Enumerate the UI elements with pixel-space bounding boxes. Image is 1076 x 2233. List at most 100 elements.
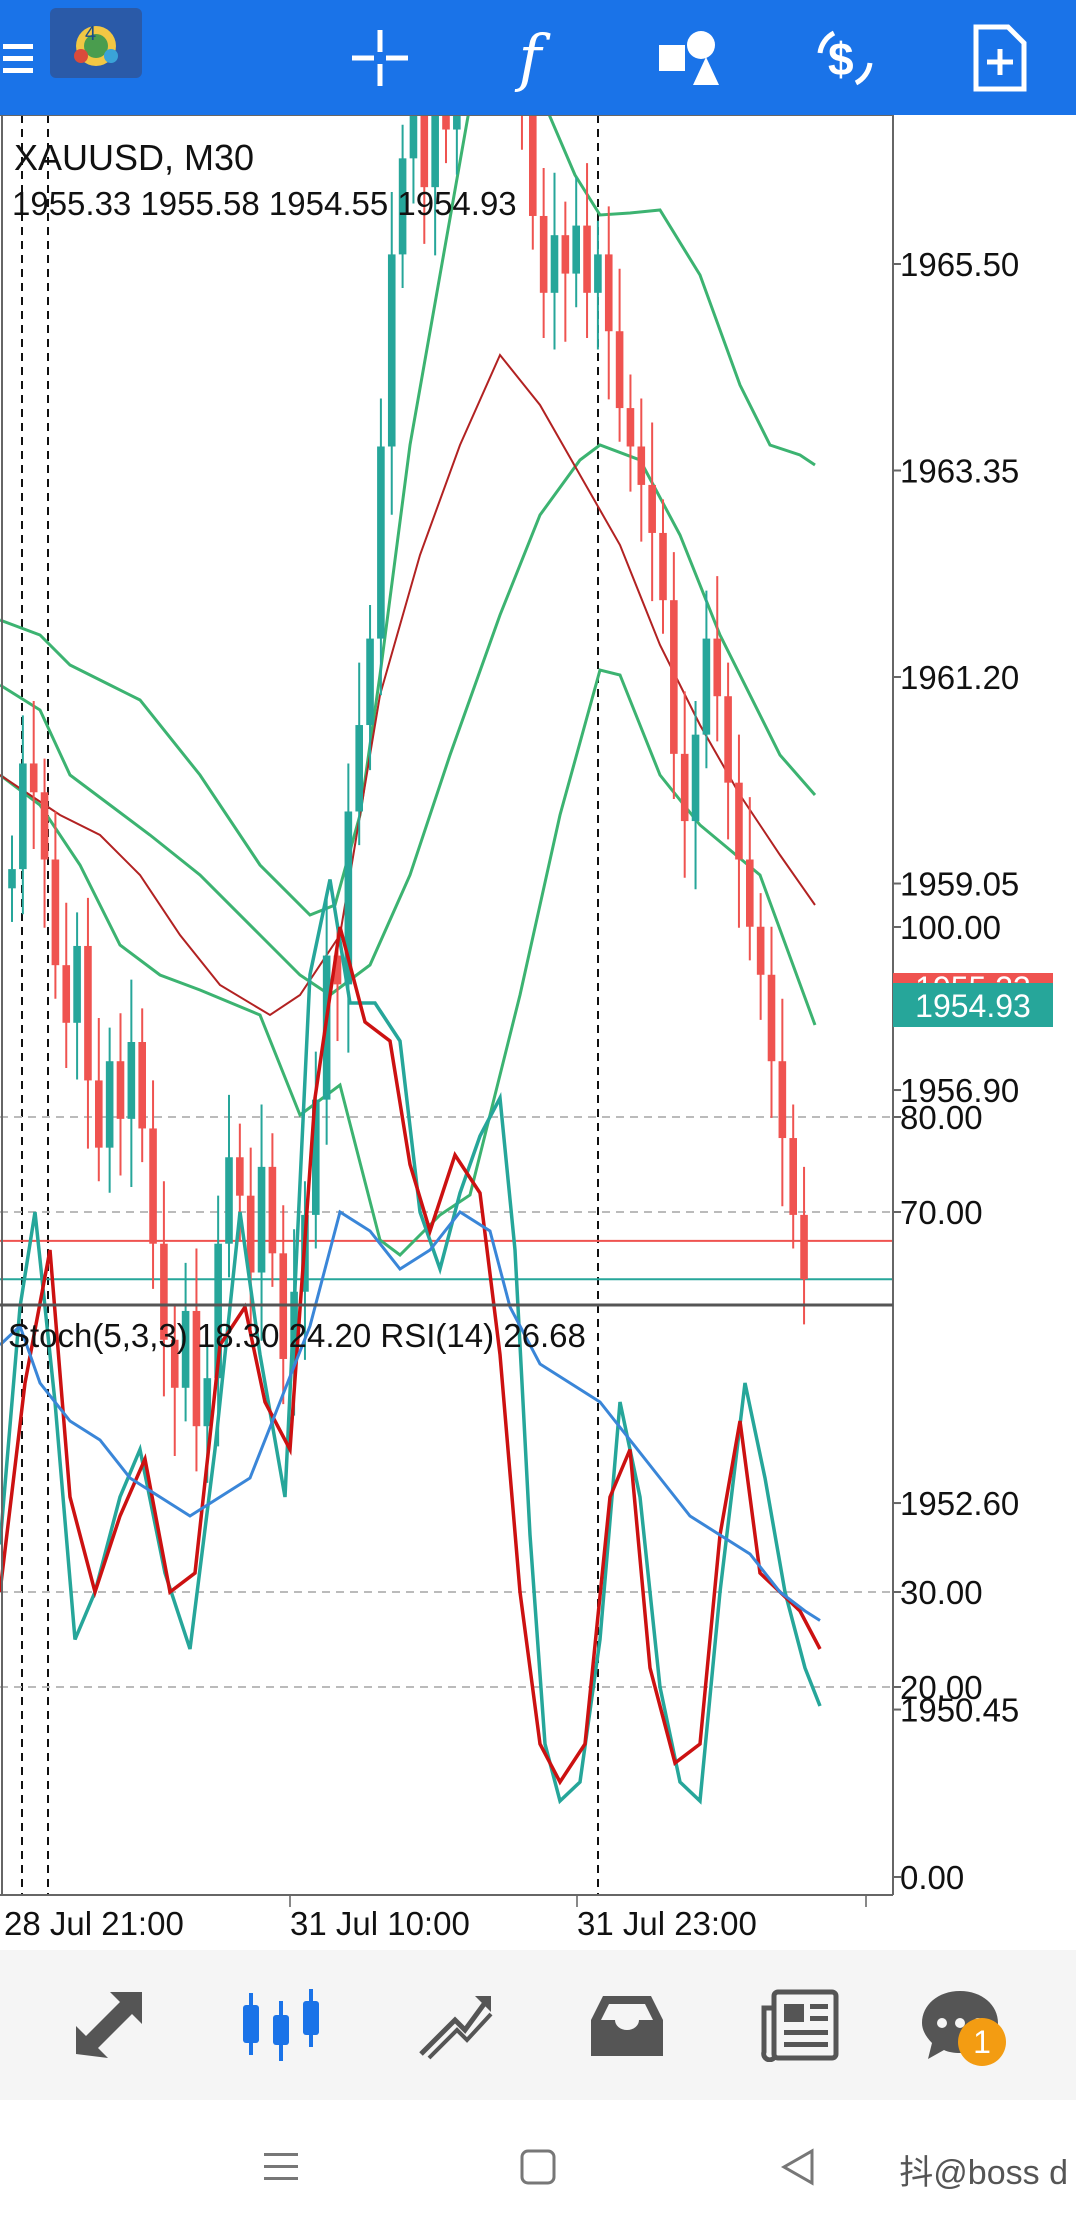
candle-body [659,532,667,601]
oscillator-axis-label: 30.00 [900,1574,983,1611]
chart-icon [243,1989,319,2061]
moving-average-line [0,353,816,1017]
candle-body [529,115,537,216]
history-icon [591,1996,663,2056]
bid-price-tag [893,983,1053,1027]
candle-body [615,331,624,409]
candle-body [355,725,363,812]
candle-body [409,115,418,159]
lower-band [0,668,817,1257]
oscillator-lines [0,879,822,1805]
candle-body [626,408,635,447]
price-axis-label: 1961.20 [900,659,1019,696]
candle-body [670,600,678,754]
chart-grid [0,115,893,1907]
nav-quotes[interactable] [40,1950,180,2100]
candle-body [116,1061,125,1119]
upper-band-left [0,115,470,917]
nav-news[interactable] [730,1950,870,2100]
candle-body [648,484,656,533]
candle-body [680,753,689,822]
price-chart[interactable]: XAUUSD, M30 1955.33 1955.58 1954.55 1954… [0,115,1076,1950]
candle-body [257,1166,266,1273]
home-button[interactable] [478,2100,598,2233]
candle-body [51,859,60,966]
time-axis-label: 31 Jul 23:00 [577,1905,757,1942]
back-button[interactable] [738,2100,858,2233]
candle-body [800,1214,808,1280]
candle-body [604,254,613,332]
candle-body [702,638,711,735]
recent-apps-icon [264,2152,298,2180]
candle-body [62,965,71,1023]
price-axis: 1974.101971.951969.801967.651965.501963.… [893,246,1019,1729]
candle-body [724,696,732,783]
candle-body [105,1061,114,1148]
candle-body [735,782,743,860]
candle-body [572,225,580,274]
candle-body [561,235,570,274]
price-axis-label: 1956.90 [900,1072,1019,1109]
middle-band [0,443,817,997]
candle-body [19,763,27,870]
candle-body [333,955,342,985]
time-axis-label: 31 Jul 10:00 [290,1905,470,1942]
oscillator-axis-label: 70.00 [900,1194,983,1231]
candle-body [366,638,374,726]
messages-badge: 1 [958,2018,1006,2066]
candle-body [756,926,765,975]
candle-body [181,1310,190,1388]
indicators-icon[interactable]: f [490,0,570,115]
menu-icon[interactable] [0,0,40,115]
candle-body [637,446,646,485]
candle-body [192,1310,201,1427]
top-toolbar: 4 f $ [0,0,1076,115]
candle-body [225,1157,233,1244]
nav-trade[interactable] [385,1950,525,2100]
indicator-label: Stoch(5,3,3) 18.30 24.20 RSI(14) 26.68 [8,1317,586,1354]
candle-body [431,115,439,188]
bottom-navigation: 1 [0,1950,1076,2100]
candle-body [344,811,353,985]
candle-body [398,158,407,255]
candle-body [420,115,429,188]
price-axis-label: 1959.05 [900,866,1019,903]
back-icon [780,2147,814,2186]
candle-body [149,1128,157,1244]
recent-apps-button[interactable] [222,2100,342,2233]
oscillator-axis-label: 80.00 [900,1099,983,1136]
candle-body [767,974,776,1062]
nav-history[interactable] [557,1950,697,2100]
svg-text:4: 4 [85,23,96,45]
time-axis: 28 Jul 21:00 31 Jul 10:00 31 Jul 23:00 [4,1905,757,1942]
candle-body [550,235,559,293]
candle-body [387,254,396,447]
candle-body [160,1243,168,1340]
svg-text:$: $ [828,33,854,85]
candle-body [203,1378,212,1427]
crosshair-icon[interactable] [340,0,420,115]
oscillator-axis: 100.00 80.00 70.00 30.00 20.00 0.00 [893,909,1001,1896]
trade-nav-icon [419,1996,493,2060]
candle-body [746,859,754,927]
objects-icon[interactable] [650,0,730,115]
nav-messages[interactable] [890,1950,1030,2100]
indicators-glyph: f [518,21,542,94]
candle-body [691,734,700,822]
nav-chart[interactable] [212,1950,352,2100]
trade-icon[interactable]: $ [805,0,885,115]
candle-body [778,1061,787,1139]
oscillator-axis-label: 100.00 [900,909,1001,946]
bid-price-label: 1954.93 [915,988,1031,1024]
candle-body [84,945,92,1081]
candle-body [539,215,548,293]
app-logo-icon[interactable]: 4 [48,8,144,78]
new-order-icon[interactable] [960,0,1040,115]
oscillator-axis-label: 0.00 [900,1859,964,1896]
candle-body [594,254,602,293]
candle-body [236,1157,244,1196]
symbol-label: XAUUSD, M30 [14,137,254,178]
candle-body [127,1042,136,1119]
price-axis-label: 1965.50 [900,246,1019,283]
system-navigation-bar: 抖@boss d [0,2100,1076,2233]
